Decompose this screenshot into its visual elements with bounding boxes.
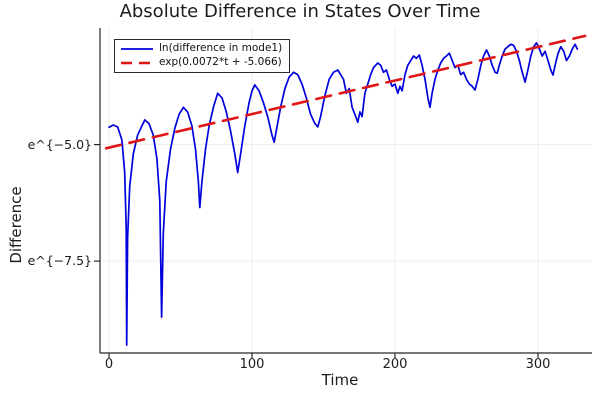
series-line (108, 42, 579, 346)
y-tick-label: e^{−7.5} (27, 253, 92, 269)
legend-line-dashed-icon (121, 61, 153, 64)
y-tick-label: e^{−5.0} (27, 136, 92, 152)
x-tick-label: 0 (104, 357, 114, 372)
legend-label-trend: exp(0.0072*t + -5.066) (159, 56, 282, 68)
legend-label-series: ln(difference in mode1) (159, 42, 283, 54)
legend-box: ln(difference in mode1) exp(0.0072*t + -… (114, 39, 291, 73)
chart-title: Absolute Difference in States Over Time (119, 1, 481, 22)
legend-entry-series: ln(difference in mode1) (120, 42, 282, 55)
x-tick-label: 300 (525, 357, 551, 372)
x-axis-label: Time (321, 371, 359, 389)
legend-line-solid-icon (121, 47, 153, 50)
x-tick-label: 200 (382, 357, 408, 372)
x-tick-label: 100 (239, 357, 265, 372)
trend-line (104, 34, 587, 150)
legend-entry-trend: exp(0.0072*t + -5.066) (120, 56, 282, 69)
